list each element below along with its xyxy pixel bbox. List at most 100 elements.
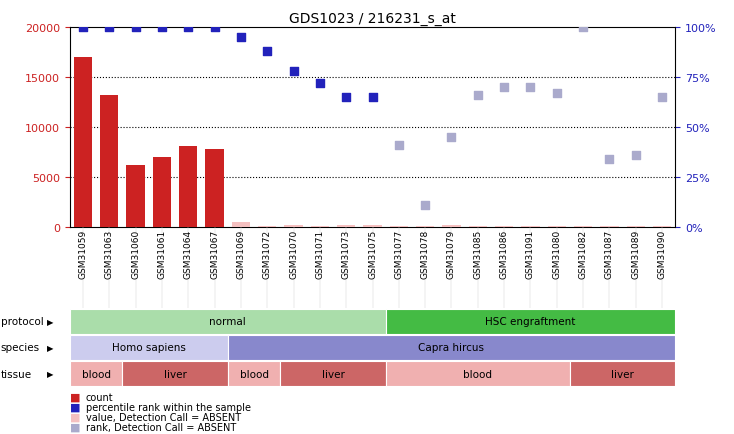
Bar	[232, 223, 250, 228]
Text: GSM31086: GSM31086	[500, 230, 509, 279]
Text: rank, Detection Call = ABSENT: rank, Detection Call = ABSENT	[86, 422, 236, 432]
Bar	[495, 227, 513, 228]
Point	[208, 25, 220, 32]
Text: blood: blood	[463, 369, 493, 378]
Text: GSM31063: GSM31063	[105, 230, 114, 279]
Bar	[126, 166, 145, 228]
Bar	[280, 361, 385, 386]
Text: GSM31072: GSM31072	[263, 230, 272, 279]
Point	[288, 69, 299, 76]
Text: GSM31060: GSM31060	[131, 230, 140, 279]
Text: ■: ■	[70, 422, 80, 432]
Text: GSM31070: GSM31070	[289, 230, 298, 279]
Bar	[521, 227, 539, 228]
Bar	[258, 227, 277, 228]
Bar	[627, 227, 645, 228]
Bar	[100, 96, 118, 228]
Point	[77, 25, 89, 32]
Text: liver: liver	[611, 369, 634, 378]
Point	[472, 92, 484, 99]
Text: ▶: ▶	[48, 343, 54, 352]
Text: HSC engraftment: HSC engraftment	[485, 317, 575, 326]
Text: GSM31061: GSM31061	[157, 230, 167, 279]
Text: GSM31089: GSM31089	[631, 230, 640, 279]
Text: percentile rank within the sample: percentile rank within the sample	[86, 402, 251, 412]
Bar	[600, 227, 619, 228]
Bar	[73, 58, 92, 228]
Bar	[653, 227, 672, 228]
Bar	[228, 361, 280, 386]
Point	[446, 135, 457, 141]
Text: species: species	[1, 343, 40, 352]
Text: GSM31073: GSM31073	[341, 230, 351, 279]
Bar	[70, 361, 123, 386]
Bar	[574, 227, 592, 228]
Bar	[206, 150, 224, 228]
Text: ▶: ▶	[48, 369, 54, 378]
Bar	[570, 361, 675, 386]
Bar	[416, 227, 435, 228]
Text: liver: liver	[321, 369, 344, 378]
Point	[603, 157, 615, 164]
Text: GSM31082: GSM31082	[578, 230, 588, 279]
Bar	[385, 361, 570, 386]
Text: GSM31075: GSM31075	[368, 230, 377, 279]
Text: Homo sapiens: Homo sapiens	[112, 343, 186, 352]
Bar	[337, 226, 355, 228]
Text: GSM31090: GSM31090	[658, 230, 666, 279]
Text: ■: ■	[70, 412, 80, 422]
Text: protocol: protocol	[1, 317, 43, 326]
Point	[498, 85, 510, 92]
Point	[235, 35, 247, 42]
Text: ■: ■	[70, 402, 80, 412]
Point	[182, 25, 194, 32]
Point	[656, 95, 668, 102]
Text: GSM31067: GSM31067	[210, 230, 219, 279]
Point	[393, 142, 404, 149]
Text: GSM31078: GSM31078	[421, 230, 429, 279]
Bar	[385, 309, 675, 334]
Text: GSM31079: GSM31079	[447, 230, 456, 279]
Point	[314, 81, 326, 88]
Bar	[284, 226, 302, 228]
Text: GSM31069: GSM31069	[236, 230, 245, 279]
Bar	[443, 226, 461, 228]
Bar	[363, 226, 382, 228]
Bar	[310, 227, 329, 228]
Text: ■: ■	[70, 392, 80, 402]
Text: blood: blood	[81, 369, 111, 378]
Bar	[468, 227, 487, 228]
Title: GDS1023 / 216231_s_at: GDS1023 / 216231_s_at	[289, 12, 456, 26]
Point	[103, 25, 115, 32]
Point	[130, 25, 142, 32]
Bar	[179, 147, 197, 228]
Point	[551, 91, 563, 98]
Bar	[153, 158, 171, 228]
Text: tissue: tissue	[1, 369, 32, 378]
Text: GSM31091: GSM31091	[526, 230, 535, 279]
Text: GSM31087: GSM31087	[605, 230, 614, 279]
Text: GSM31059: GSM31059	[79, 230, 87, 279]
Point	[577, 25, 589, 32]
Point	[366, 95, 379, 102]
Text: count: count	[86, 392, 114, 402]
Bar	[70, 309, 385, 334]
Text: GSM31085: GSM31085	[473, 230, 482, 279]
Text: value, Detection Call = ABSENT: value, Detection Call = ABSENT	[86, 412, 241, 422]
Bar	[228, 335, 675, 360]
Point	[525, 85, 537, 92]
Point	[341, 95, 352, 102]
Text: GSM31080: GSM31080	[552, 230, 562, 279]
Point	[630, 152, 642, 159]
Text: normal: normal	[209, 317, 246, 326]
Bar	[123, 361, 228, 386]
Text: GSM31064: GSM31064	[184, 230, 193, 279]
Text: ▶: ▶	[48, 317, 54, 326]
Bar	[390, 227, 408, 228]
Point	[261, 49, 273, 56]
Text: GSM31077: GSM31077	[394, 230, 404, 279]
Text: blood: blood	[239, 369, 269, 378]
Text: GSM31071: GSM31071	[316, 230, 324, 279]
Point	[419, 202, 431, 209]
Text: Capra hircus: Capra hircus	[418, 343, 484, 352]
